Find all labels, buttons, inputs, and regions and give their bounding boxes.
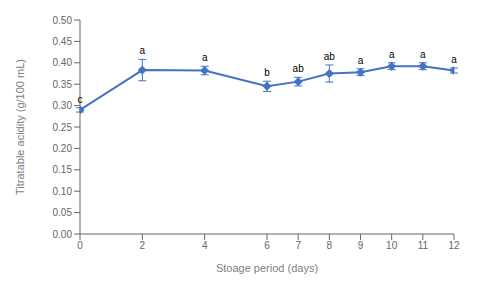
svg-text:Stoage period (days): Stoage period (days) bbox=[216, 262, 318, 274]
svg-text:0.05: 0.05 bbox=[53, 207, 73, 218]
svg-text:11: 11 bbox=[418, 240, 429, 251]
svg-text:10: 10 bbox=[386, 240, 398, 251]
svg-text:8: 8 bbox=[327, 240, 333, 251]
svg-text:0.35: 0.35 bbox=[53, 79, 73, 90]
svg-text:a: a bbox=[358, 55, 364, 66]
svg-text:a: a bbox=[451, 54, 457, 65]
svg-text:0.00: 0.00 bbox=[53, 229, 73, 240]
svg-text:2: 2 bbox=[140, 240, 146, 251]
svg-text:12: 12 bbox=[448, 240, 460, 251]
svg-text:0.15: 0.15 bbox=[53, 164, 73, 175]
svg-text:a: a bbox=[420, 49, 426, 60]
svg-text:6: 6 bbox=[264, 240, 270, 251]
svg-text:a: a bbox=[202, 52, 208, 63]
svg-text:c: c bbox=[78, 94, 83, 105]
svg-text:a: a bbox=[140, 45, 146, 56]
svg-text:0.50: 0.50 bbox=[53, 15, 73, 26]
svg-text:0.30: 0.30 bbox=[53, 100, 73, 111]
svg-text:a: a bbox=[389, 49, 395, 60]
svg-text:9: 9 bbox=[358, 240, 364, 251]
svg-text:b: b bbox=[264, 67, 270, 78]
svg-text:0.25: 0.25 bbox=[53, 122, 73, 133]
svg-text:0: 0 bbox=[77, 240, 83, 251]
svg-text:0.45: 0.45 bbox=[53, 36, 73, 47]
svg-text:ab: ab bbox=[324, 51, 336, 62]
svg-text:0.40: 0.40 bbox=[53, 57, 73, 68]
svg-text:ab: ab bbox=[293, 63, 305, 74]
svg-text:0.10: 0.10 bbox=[53, 186, 73, 197]
svg-text:0.20: 0.20 bbox=[53, 143, 73, 154]
svg-text:4: 4 bbox=[202, 240, 208, 251]
svg-text:Titratable acidity (g/100 mL): Titratable acidity (g/100 mL) bbox=[14, 59, 26, 195]
svg-text:7: 7 bbox=[295, 240, 301, 251]
